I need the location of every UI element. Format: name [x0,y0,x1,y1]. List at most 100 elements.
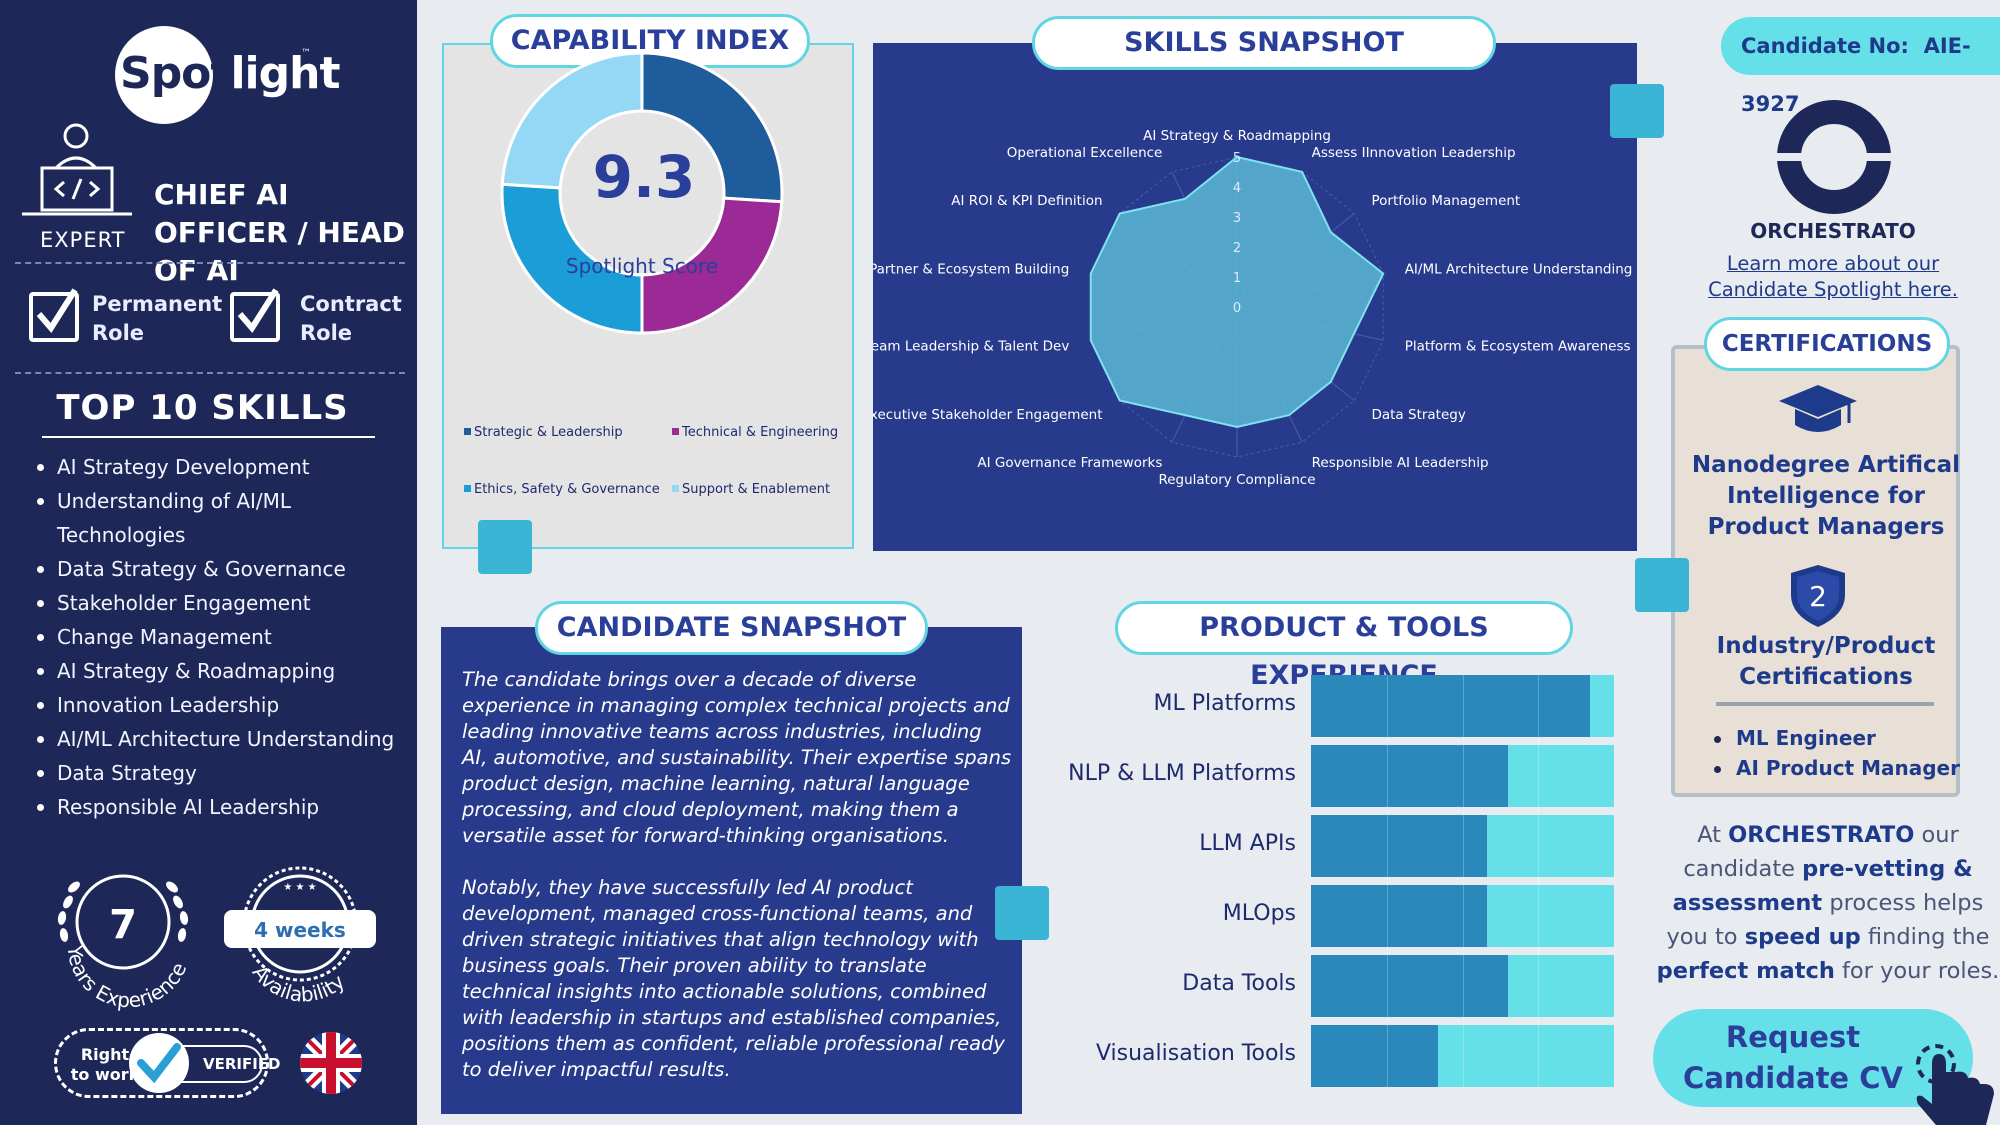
bar [1311,745,1508,807]
experience-label: Years Experience [63,943,192,1012]
radar-axis-label: Data Strategy [1371,407,1465,423]
checkbox-icon [230,288,280,342]
summary-paragraph: Notably, they have successfully led AI p… [462,876,1005,1081]
donut-slice [500,51,644,190]
request-cv-button[interactable]: Request Candidate CV [1653,1009,1973,1107]
gridline [1538,675,1540,1087]
bar-label: Visualisation Tools [1095,1041,1296,1066]
bar [1311,815,1487,877]
summary-paragraph: The candidate brings over a decade of di… [462,668,1012,847]
candidate-panel [441,627,1022,1114]
svg-text:★ ★ ★: ★ ★ ★ [283,882,316,893]
radar-axis-label: AI Governance Frameworks [977,455,1162,471]
list-item: AI Strategy Development [33,450,403,484]
certifications-title: CERTIFICATIONS [1704,317,1950,371]
divider [15,372,405,374]
uk-flag-icon [300,1032,362,1094]
legend-label: Strategic & Leadership [474,425,623,440]
company-name: ORCHESTRATO [1750,219,1916,243]
bar-label: ML Platforms [1153,691,1296,716]
top-skills-list: AI Strategy Development Understanding of… [33,450,403,824]
certification-main: Nanodegree Artifical Intelligence for Pr… [1691,452,1961,540]
capability-donut-chart: 9.3 Spotlight Score Strategic & Leadersh… [464,51,838,497]
spotlight-score-label: Spotlight Score [566,254,718,278]
candidate-number: Candidate No: AIE-3927 [1721,17,2000,116]
contract-role-label: Contract Role [300,292,402,345]
legend-label: Ethics, Safety & Governance [474,482,660,497]
candidate-summary: The candidate brings over a decade of di… [462,667,1012,1109]
list-item: AI/ML Architecture Understanding [33,722,403,756]
list-item: Change Management [33,620,403,654]
bar-label: NLP & LLM Platforms [1068,761,1296,786]
legend-label: Support & Enablement [682,482,830,497]
bar-label: Data Tools [1182,971,1296,996]
radar-axis-label: Portfolio Management [1371,193,1520,209]
logo-gap [1777,153,1891,161]
legend-swatch [672,428,679,435]
radar-tick-label: 4 [1233,181,1241,196]
check-icon [129,1033,189,1093]
bar [1311,675,1590,737]
spotlight-score-value: 9.3 [593,143,696,211]
shield-icon: 2 [1791,565,1845,627]
divider [1716,702,1934,706]
donut-slice [640,196,784,335]
list-item: Responsible AI Leadership [33,790,403,824]
legend-label: Technical & Engineering [681,425,838,440]
donut-slice [640,51,784,204]
radar-axis-label: Operational Excellence [1007,145,1163,161]
promo-text: At ORCHESTRATO our candidate pre-vetting… [1656,822,2000,984]
radar-series [1089,155,1385,429]
decorative-square [1635,558,1689,612]
legend-swatch [672,485,679,492]
candidate-id: AIE-3927 [1741,34,1971,116]
gridline [1462,675,1464,1087]
radar-axis-label: Team Leadership & Talent Dev [873,338,1069,354]
top-skills-heading: TOP 10 SKILLS [56,388,349,428]
developer-icon [22,123,132,216]
expertise-level: EXPERT [40,228,126,252]
gridline [1386,675,1388,1087]
decorative-square [995,886,1049,940]
radar-axis-label: Platform & Ecosystem Awareness [1405,338,1631,354]
sidebar: Spotlight ™ EXPERT CHIEF AI OFFICER / HE… [0,0,417,1125]
list-item: AI Product Manager [1714,753,1960,783]
radar-tick-label: 5 [1233,151,1241,166]
right-to-work-badge: Right to work VERIFIED [54,1028,281,1098]
legend-swatch [464,428,471,435]
radar-axis-label: Regulatory Compliance [1158,472,1315,488]
experience-badge: 7 Years Experience [57,874,192,1012]
radar-axis-label: Partner & Ecosystem Building [873,262,1069,278]
learn-more-link[interactable]: Learn more about our Candidate Spotlight… [1708,252,1958,301]
role-title: CHIEF AI OFFICER / HEAD OF AI [154,178,405,287]
list-item: Stakeholder Engagement [33,586,403,620]
radar-axis-label: AI Strategy & Roadmapping [1143,128,1331,144]
donut-slice [500,182,644,335]
bar [1311,955,1508,1017]
spotlight-logo: Spotlight ™ [115,26,340,126]
bar [1311,885,1487,947]
bar-label: LLM APIs [1199,831,1296,856]
radar-axis-label: Assess IInnovation Leadership [1312,145,1516,161]
radar-axis-label: Executive Stakeholder Engagement [873,407,1103,423]
graduation-cap-icon [1779,385,1857,432]
radar-tick-label: 2 [1233,241,1241,256]
product-tools-title: PRODUCT & TOOLS EXPERIENCE [1115,601,1573,691]
list-item: Data Strategy [33,756,403,790]
availability-value: 4 weeks [254,918,346,942]
radar-tick-label: 1 [1233,271,1241,286]
list-item: Innovation Leadership [33,688,403,722]
list-item: Understanding of AI/ML Technologies [33,484,403,552]
experience-value: 7 [109,902,137,948]
legend-swatch [464,485,471,492]
radar-tick-label: 3 [1233,211,1241,226]
cert-list: ML Engineer AI Product Manager [1714,723,1960,783]
bar [1311,1025,1439,1087]
candidate-snapshot-title: CANDIDATE SNAPSHOT [535,601,928,655]
divider [15,262,405,264]
availability-badge: ★ ★ ★ 4 weeks Availability [224,866,376,1007]
list-item: ML Engineer [1714,723,1960,753]
skills-snapshot-title: SKILLS SNAPSHOT [1032,16,1496,70]
checkbox-icon [29,288,79,342]
